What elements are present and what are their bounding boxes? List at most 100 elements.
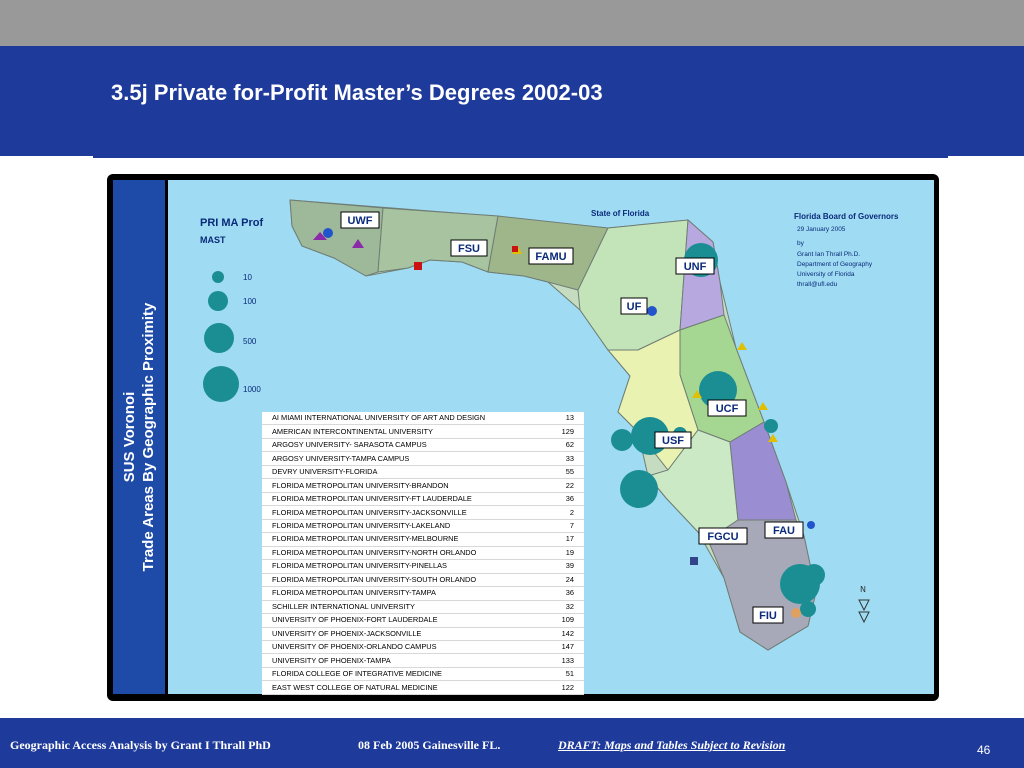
institution-name: FLORIDA METROPOLITAN UNIVERSITY-PINELLAS [262,559,534,574]
degree-count: 129 [534,424,584,439]
table-row: DEVRY UNIVERSITY-FLORIDA 55 [262,465,584,480]
legend-circle-10 [212,271,224,283]
table-row: FLORIDA METROPOLITAN UNIVERSITY-FT LAUDE… [262,492,584,507]
side-band-line1: SUS Voronoi [121,391,138,483]
table-row: FLORIDA METROPOLITAN UNIVERSITY-BRANDON 2… [262,478,584,493]
degree-count: 22 [534,478,584,493]
title-rule [93,156,948,158]
institution-name: UNIVERSITY OF PHOENIX-JACKSONVILLE [262,627,534,641]
footer-left: Geographic Access Analysis by Grant I Th… [10,738,271,752]
bubble-melbourne [764,419,778,433]
table-row: UNIVERSITY OF PHOENIX-FORT LAUDERDALE 109 [262,613,584,628]
bubble-ftl-3 [800,601,816,617]
label-fiu: FIU [759,610,777,622]
label-ucf: UCF [716,403,739,415]
table-row: UNIVERSITY OF PHOENIX-ORLANDO CAMPUS 147 [262,640,584,655]
institution-name: ARGOSY UNIVERSITY-TAMPA CAMPUS [262,451,534,466]
region-uwf [289,199,384,277]
degree-count: 17 [534,532,584,547]
table-row: FLORIDA METROPOLITAN UNIVERSITY-JACKSONV… [262,505,584,520]
table-row: FLORIDA METROPOLITAN UNIVERSITY-MELBOURN… [262,532,584,547]
table-row: FLORIDA METROPOLITAN UNIVERSITY-PINELLAS… [262,559,584,574]
credit-line-0: Florida Board of Governors [794,212,899,221]
table-row: SCHILLER INTERNATIONAL UNIVERSITY 32 [262,600,584,615]
institution-name: UNIVERSITY OF PHOENIX-FORT LAUDERDALE [262,613,534,628]
institution-name: FLORIDA METROPOLITAN UNIVERSITY-FT LAUDE… [262,492,534,507]
degree-count: 32 [534,600,584,615]
page-number: 46 [977,743,991,757]
credit-line-6: thrall@ufl.edu [797,281,838,288]
table-row: AI MIAMI INTERNATIONAL UNIVERSITY OF ART… [262,412,584,426]
institution-name: FLORIDA METROPOLITAN UNIVERSITY-TAMPA [262,586,534,601]
table-row: UNIVERSITY OF PHOENIX-JACKSONVILLE 142 [262,627,584,641]
bubble-ftl-4 [791,608,801,618]
degree-count: 24 [534,573,584,588]
degree-count: 142 [534,627,584,641]
credit-line-4: Department of Geography [797,261,873,268]
degree-count: 36 [534,586,584,601]
degree-count: 7 [534,519,584,534]
marker-fsu-2 [512,246,518,252]
degree-count: 36 [534,492,584,507]
table-row: EAST WEST COLLEGE OF NATURAL MEDICINE 122 [262,680,584,695]
institution-name: AMERICAN INTERCONTINENTAL UNIVERSITY [262,424,534,439]
institution-name: FLORIDA METROPOLITAN UNIVERSITY-LAKELAND [262,519,534,534]
label-fau: FAU [773,525,795,537]
marker-uwf-1 [313,232,327,240]
label-box-ucf [707,399,747,417]
bubble-sarasota [620,470,658,508]
marker-fgcu [690,557,698,565]
label-box-fiu [752,606,784,624]
label-box-uf [620,297,648,315]
side-band [113,180,165,694]
label-box-fau [764,521,804,539]
degree-count: 109 [534,613,584,628]
label-unf: UNF [684,261,707,273]
enrollment-table: AI MIAMI INTERNATIONAL UNIVERSITY OF ART… [262,412,584,695]
table-row: FLORIDA METROPOLITAN UNIVERSITY-TAMPA 36 [262,586,584,601]
degree-count: 133 [534,653,584,668]
state-label: State of Florida [591,209,650,218]
marker-uwf-3 [323,228,333,238]
institution-name: AI MIAMI INTERNATIONAL UNIVERSITY OF ART… [262,412,534,426]
institution-name: FLORIDA METROPOLITAN UNIVERSITY-NORTH OR… [262,546,534,561]
region-fau [729,421,797,521]
legend-label-500: 500 [243,337,257,346]
degree-count: 2 [534,505,584,520]
marker-ucf-4 [768,434,778,442]
legend-title: PRI MA Prof [200,217,263,229]
side-band-text: SUS Voronoi Trade Areas By Geographic Pr… [120,303,158,572]
marker-uf [647,306,657,316]
label-usf: USF [662,435,684,447]
institution-name: UNIVERSITY OF PHOENIX-TAMPA [262,653,534,668]
table-row: FLORIDA METROPOLITAN UNIVERSITY-LAKELAND… [262,519,584,534]
degree-count: 19 [534,546,584,561]
degree-count: 62 [534,438,584,453]
legend-subtitle: MAST [200,235,226,245]
table-row: UNIVERSITY OF PHOENIX-TAMPA 133 [262,653,584,668]
label-box-famu [528,247,574,265]
credit-line-3: Grant Ian Thrall Ph.D. [797,251,860,258]
credit-line-5: University of Florida [797,271,855,278]
north-arrow-icon [858,599,870,624]
degree-count: 122 [534,680,584,695]
marker-fau [807,521,815,529]
marker-ucf-3 [758,402,768,410]
label-box-uwf [340,211,380,229]
institution-name: FLORIDA METROPOLITAN UNIVERSITY-SOUTH OR… [262,573,534,588]
label-box-unf [675,257,715,275]
institution-name: DEVRY UNIVERSITY-FLORIDA [262,465,534,480]
footer-draft: DRAFT: Maps and Tables Subject to Revisi… [558,738,786,752]
degree-count: 147 [534,640,584,655]
table-row: ARGOSY UNIVERSITY-TAMPA CAMPUS 33 [262,451,584,466]
institution-name: ARGOSY UNIVERSITY- SARASOTA CAMPUS [262,438,534,453]
institution-name: FLORIDA METROPOLITAN UNIVERSITY-JACKSONV… [262,505,534,520]
institution-name: FLORIDA COLLEGE OF INTEGRATIVE MEDICINE [262,667,534,682]
table-row: FLORIDA METROPOLITAN UNIVERSITY-NORTH OR… [262,546,584,561]
north-arrow-label: N [860,585,866,594]
slide-title: 3.5j Private for-Profit Master’s Degrees… [111,80,603,105]
credit-line-2: by [797,240,805,247]
legend-circle-500 [204,323,234,353]
marker-panama [414,262,422,270]
table-row: FLORIDA COLLEGE OF INTEGRATIVE MEDICINE 5… [262,667,584,682]
